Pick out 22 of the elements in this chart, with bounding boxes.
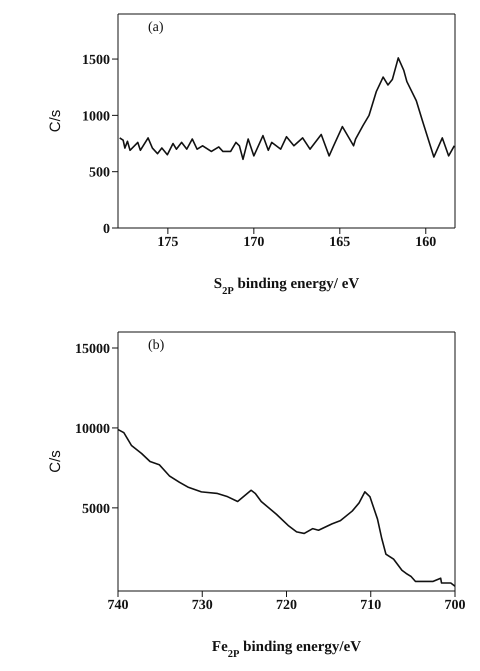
x-tick-label: 720 [276, 598, 297, 613]
y-axis-title: C/s [47, 110, 64, 132]
x-tick-label: 170 [243, 234, 264, 250]
x-tick-label: 165 [329, 234, 350, 250]
x-tick-label: 730 [192, 598, 213, 613]
x-tick-label: 160 [415, 234, 436, 250]
y-tick-label: 1500 [82, 53, 110, 68]
y-tick-label: 5000 [82, 502, 110, 517]
y-tick-label: 1000 [82, 109, 110, 124]
annotation: (a) [148, 20, 164, 36]
annotation: (b) [148, 338, 164, 354]
y-tick-label: 0 [103, 222, 110, 237]
x-tick-label: 740 [108, 598, 128, 613]
x-tick-label: 710 [360, 598, 382, 613]
y-tick-label: 10000 [75, 422, 110, 437]
y-tick-label: 15000 [75, 342, 110, 357]
x-axis-title: S$_{2P}$ binding energy/ eV [214, 276, 360, 296]
x-tick-label: 175 [157, 234, 178, 250]
y-tick-label: 500 [89, 166, 110, 181]
y-axis-title: C/s [47, 450, 64, 473]
x-tick-label: 700 [444, 598, 466, 613]
x-axis-title: Fe$_{2P}$ binding energy/eV [212, 639, 362, 660]
